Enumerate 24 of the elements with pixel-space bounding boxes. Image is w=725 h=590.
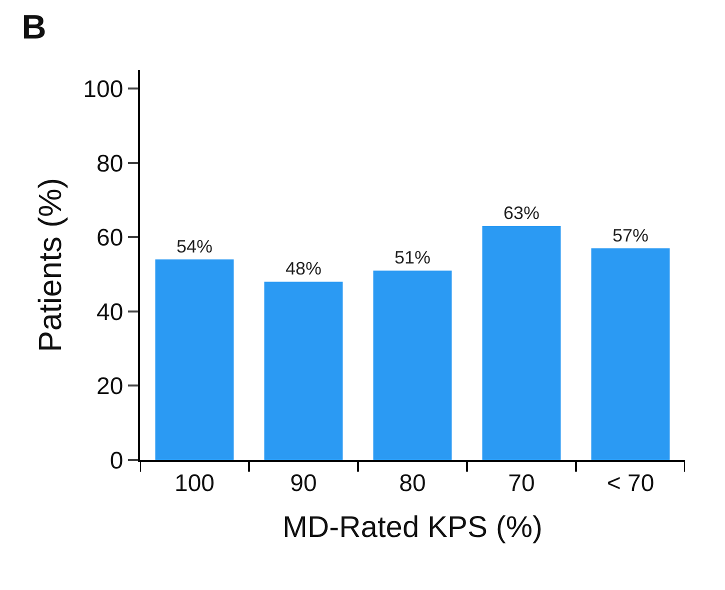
chart-title: B (22, 8, 46, 47)
data-label: 54% (176, 236, 213, 256)
bar (155, 259, 234, 460)
bar (264, 282, 343, 460)
y-tick-label: 40 (96, 298, 124, 326)
y-axis-title: Patients (%) (32, 178, 68, 352)
data-label: 57% (612, 225, 649, 246)
x-tick-label: < 70 (606, 470, 654, 497)
y-tick-label: 20 (96, 373, 124, 400)
y-tick-label: 100 (83, 76, 124, 103)
bar (482, 226, 561, 460)
x-tick-label: 90 (290, 470, 317, 497)
y-tick-label: 0 (110, 447, 124, 474)
x-tick-label: 100 (174, 470, 215, 497)
y-tick-label: 80 (96, 150, 124, 178)
y-tick-label: 60 (96, 224, 124, 252)
x-tick-label: 70 (508, 470, 535, 497)
data-label: 48% (285, 258, 322, 279)
x-tick-label: 80 (399, 470, 426, 497)
x-axis-title: MD-Rated KPS (%) (282, 510, 543, 544)
bar (373, 270, 452, 460)
data-label: 63% (503, 203, 540, 223)
bar (591, 248, 670, 460)
data-label: 51% (394, 248, 431, 268)
